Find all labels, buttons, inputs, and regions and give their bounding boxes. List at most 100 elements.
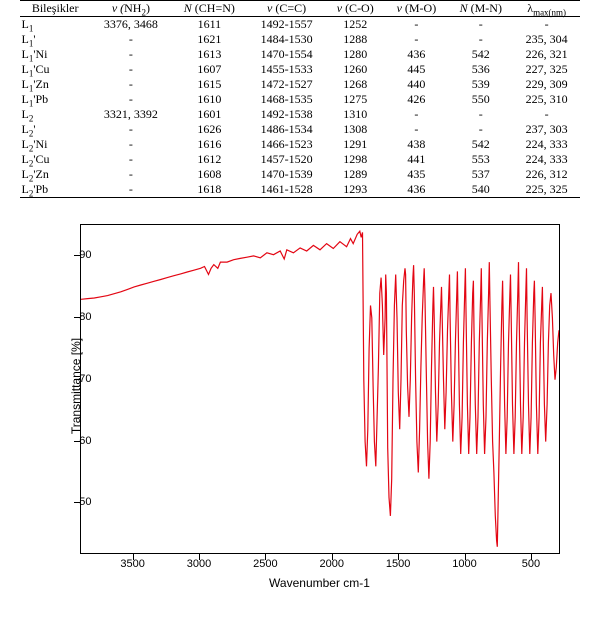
cell-value: 1611 [171, 17, 248, 33]
cell-value: - [91, 137, 171, 152]
cell-value: 1492-1557 [248, 17, 326, 33]
cell-value: 440 [385, 77, 448, 92]
cell-value: 441 [385, 152, 448, 167]
cell-value: - [91, 182, 171, 198]
cell-value: 1466-1523 [248, 137, 326, 152]
cell-value: 539 [448, 77, 514, 92]
cell-value: 1457-1520 [248, 152, 326, 167]
cell-value: - [385, 17, 448, 33]
cell-value: 1288 [325, 32, 385, 47]
cell-compound: L1'Cu [20, 62, 91, 77]
x-axis-label: Wavenumber cm-1 [269, 576, 370, 590]
cell-value: 224, 333 [514, 152, 580, 167]
cell-value: 235, 304 [514, 32, 580, 47]
cell-value: 1268 [325, 77, 385, 92]
col-lambda: λmax(nm) [514, 1, 580, 17]
cell-value: 1618 [171, 182, 248, 198]
col-cc: v (C=C) [248, 1, 326, 17]
table-row: L1'-16211484-15301288--235, 304 [20, 32, 580, 47]
table-row: L2'Cu-16121457-15201298441553224, 333 [20, 152, 580, 167]
y-tick-label: 60 [79, 435, 91, 447]
table-row: L1'Zn-16151472-15271268440539229, 309 [20, 77, 580, 92]
cell-value: - [91, 47, 171, 62]
cell-value: - [91, 32, 171, 47]
cell-value: 1280 [325, 47, 385, 62]
cell-value: 1484-1530 [248, 32, 326, 47]
cell-value: - [91, 152, 171, 167]
cell-value: 226, 312 [514, 167, 580, 182]
col-chn: N (CH=N) [171, 1, 248, 17]
cell-value: 1293 [325, 182, 385, 198]
cell-value: 1610 [171, 92, 248, 107]
x-tick-mark [265, 554, 266, 560]
y-tick-mark [74, 502, 80, 503]
cell-value: 1492-1538 [248, 107, 326, 122]
cell-value: 1472-1527 [248, 77, 326, 92]
cell-value: - [448, 17, 514, 33]
x-tick-mark [199, 554, 200, 560]
cell-value: - [514, 107, 580, 122]
cell-value: 540 [448, 182, 514, 198]
cell-value: 1291 [325, 137, 385, 152]
cell-compound: L1'Pb [20, 92, 91, 107]
cell-value: 1470-1554 [248, 47, 326, 62]
cell-value: 435 [385, 167, 448, 182]
table-row: L1'Pb-16101468-15351275426550225, 310 [20, 92, 580, 107]
cell-value: 1470-1539 [248, 167, 326, 182]
cell-value: 1607 [171, 62, 248, 77]
cell-value: 1461-1528 [248, 182, 326, 198]
cell-value: 550 [448, 92, 514, 107]
col-nh2: v (NH2) [91, 1, 171, 17]
x-tick-mark [398, 554, 399, 560]
cell-value: 229, 309 [514, 77, 580, 92]
cell-value: - [385, 122, 448, 137]
table-row: L2'-16261486-15341308--237, 303 [20, 122, 580, 137]
col-mo: v (M-O) [385, 1, 448, 17]
cell-value: 3321, 3392 [91, 107, 171, 122]
spectrum-line [81, 225, 559, 553]
cell-value: 553 [448, 152, 514, 167]
cell-value: 438 [385, 137, 448, 152]
x-tick-mark [531, 554, 532, 560]
cell-value: 537 [448, 167, 514, 182]
cell-value: 225, 325 [514, 182, 580, 198]
y-tick-mark [74, 317, 80, 318]
table-row: L2'Pb-16181461-15281293436540225, 325 [20, 182, 580, 198]
cell-value: 1626 [171, 122, 248, 137]
cell-value: 1601 [171, 107, 248, 122]
cell-value: 1298 [325, 152, 385, 167]
x-tick-mark [133, 554, 134, 560]
cell-value: - [91, 77, 171, 92]
cell-value: 1621 [171, 32, 248, 47]
cell-value: - [91, 167, 171, 182]
spectral-data-table: Bileşikler v (NH2) N (CH=N) v (C=C) v (C… [20, 0, 580, 198]
cell-compound: L1 [20, 17, 91, 33]
col-mn: N (M-N) [448, 1, 514, 17]
table-header-row: Bileşikler v (NH2) N (CH=N) v (C=C) v (C… [20, 1, 580, 17]
cell-compound: L2 [20, 107, 91, 122]
cell-value: 1616 [171, 137, 248, 152]
cell-value: 226, 321 [514, 47, 580, 62]
cell-value: 436 [385, 47, 448, 62]
cell-value: - [514, 17, 580, 33]
cell-value: 1615 [171, 77, 248, 92]
cell-value: 1289 [325, 167, 385, 182]
table-row: L2'Zn-16081470-15391289435537226, 312 [20, 167, 580, 182]
cell-compound: L2'Ni [20, 137, 91, 152]
table-row: L1'Ni-16131470-15541280436542226, 321 [20, 47, 580, 62]
y-tick-label: 80 [79, 311, 91, 323]
cell-value: 1260 [325, 62, 385, 77]
spectrum-series [81, 231, 559, 547]
plot-area [80, 224, 560, 554]
x-tick-mark [332, 554, 333, 560]
cell-value: 445 [385, 62, 448, 77]
table-row: L1'Cu-16071455-15331260445536227, 325 [20, 62, 580, 77]
cell-value: - [91, 92, 171, 107]
cell-value: 1455-1533 [248, 62, 326, 77]
cell-value: 227, 325 [514, 62, 580, 77]
cell-value: 542 [448, 47, 514, 62]
cell-value: 1252 [325, 17, 385, 33]
table-body: L13376, 346816111492-15571252---L1'-1621… [20, 17, 580, 198]
cell-value: - [91, 122, 171, 137]
cell-value: 224, 333 [514, 137, 580, 152]
